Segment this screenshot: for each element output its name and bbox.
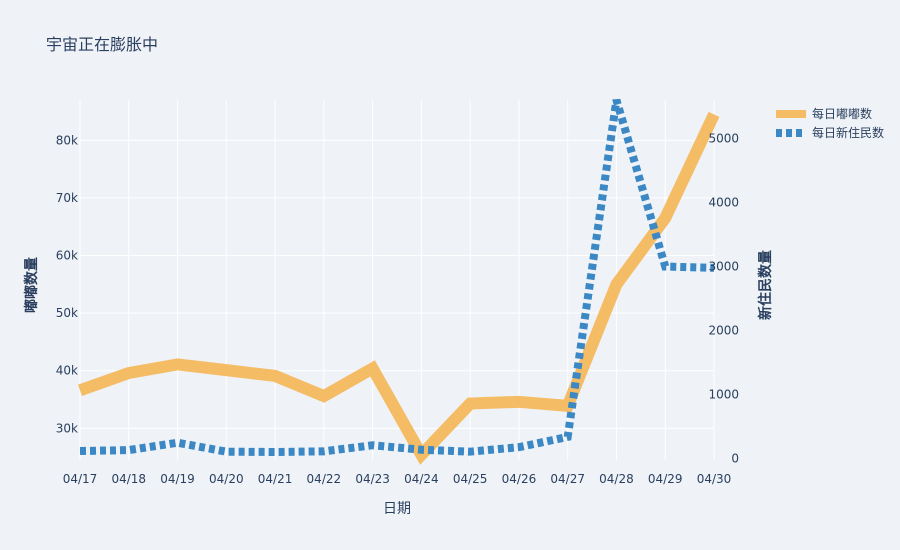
x-tick-label: 04/30 (697, 472, 732, 486)
legend: 每日嘟嘟数 每日新住民数 (776, 106, 884, 140)
y-left-tick-label: 70k (56, 191, 78, 205)
y-right-tick-label: 0 (731, 452, 739, 466)
x-tick-label: 04/24 (404, 472, 439, 486)
x-tick-label: 04/22 (307, 472, 342, 486)
x-axis-title: 日期 (383, 501, 411, 517)
x-tick-label: 04/19 (160, 472, 195, 486)
x-tick-label: 04/20 (209, 472, 244, 486)
x-tick-label: 04/27 (550, 472, 585, 486)
x-tick-labels: 04/17 04/18 04/19 04/20 04/21 04/22 04/23 04/24… (63, 472, 732, 486)
y-left-tick-label: 60k (56, 249, 78, 263)
x-tick-label: 04/29 (648, 472, 683, 486)
x-tick-label: 04/28 (599, 472, 634, 486)
series-line-2 (79, 98, 715, 456)
y-left-axis-title: 嘟嘟数量 (23, 257, 40, 313)
x-tick-label: 04/18 (111, 472, 146, 486)
y-left-tick-label: 80k (56, 133, 78, 147)
y-right-tick-labels: 0 1000 2000 3000 4000 5000 (708, 131, 739, 465)
y-left-tick-label: 40k (56, 364, 78, 378)
y-left-tick-labels: 30k 40k 50k 60k 70k 80k (56, 133, 78, 435)
y-right-tick-label: 4000 (708, 195, 739, 209)
y-left-tick-label: 30k (56, 421, 78, 435)
legend-item-2[interactable]: 每日新住民数 (776, 125, 884, 140)
y-right-tick-label: 2000 (708, 324, 739, 338)
legend-label-2: 每日新住民数 (812, 125, 884, 140)
legend-label-1: 每日嘟嘟数 (812, 106, 872, 121)
y-right-tick-label: 5000 (708, 131, 739, 145)
y-left-tick-label: 50k (56, 306, 78, 320)
y-right-axis-title: 新住民数量 (757, 250, 774, 320)
x-tick-label: 04/21 (258, 472, 293, 486)
y-right-tick-label: 1000 (708, 388, 739, 402)
series-lines (77, 98, 720, 465)
series-line-1 (77, 111, 720, 465)
x-tick-label: 04/17 (63, 472, 98, 486)
x-tick-label: 04/25 (453, 472, 488, 486)
y-right-tick-label: 3000 (708, 260, 739, 274)
x-tick-label: 04/23 (355, 472, 390, 486)
legend-item-1[interactable]: 每日嘟嘟数 (776, 106, 872, 121)
x-tick-label: 04/26 (502, 472, 537, 486)
chart-title: 宇宙正在膨胀中 (46, 35, 158, 54)
